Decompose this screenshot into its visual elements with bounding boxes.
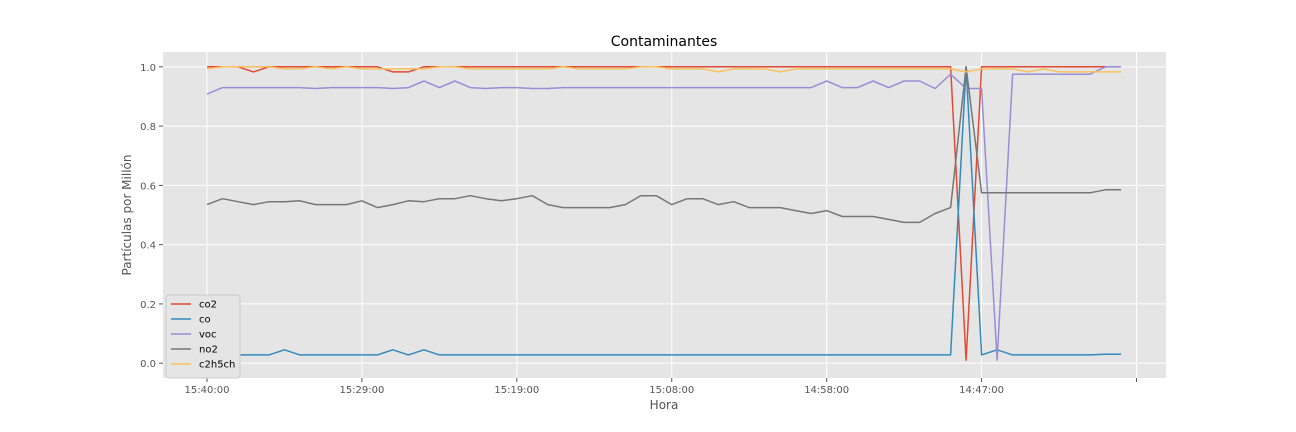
x-tick-label: 15:08:00 [649, 385, 694, 396]
y-axis-ticks: 0.0 0.2 0.4 0.6 0.8 1.0 [140, 63, 163, 370]
y-tick-label: 0.4 [140, 241, 156, 252]
x-tick-label: 14:58:00 [804, 385, 849, 396]
legend-label-no2: no2 [199, 345, 218, 356]
y-tick-label: 0.8 [140, 122, 156, 133]
x-axis-label: Hora [650, 398, 679, 412]
y-axis-label: Partículas por Millón [120, 155, 134, 276]
legend-label-co2: co2 [199, 300, 217, 311]
legend: co2 co voc no2 c2h5ch [165, 294, 241, 379]
x-tick-label: 15:40:00 [185, 385, 230, 396]
x-axis-ticks: 15:40:00 15:29:00 15:19:00 15:08:00 14:58:00… [185, 378, 1137, 396]
legend-box [165, 294, 241, 379]
series-lines [206, 66, 1121, 361]
x-tick-label: 14:47:00 [959, 385, 1004, 396]
legend-label-c2h5ch: c2h5ch [199, 360, 235, 371]
series-line-no2 [206, 66, 1121, 224]
chart-title: Contaminantes [611, 34, 718, 50]
y-tick-label: 1.0 [140, 63, 156, 74]
legend-label-co: co [199, 315, 211, 326]
y-tick-label: 0.2 [140, 300, 156, 311]
y-tick-label: 0.0 [140, 359, 156, 370]
plot-area [163, 52, 1166, 378]
y-tick-label: 0.6 [140, 181, 156, 192]
series-line-co2 [207, 66, 1121, 361]
x-tick-label: 15:29:00 [339, 385, 384, 396]
legend-label-voc: voc [199, 330, 217, 341]
x-tick-label: 15:19:00 [494, 385, 539, 396]
series-line-co [207, 66, 1121, 356]
series-line-c2h5ch [206, 66, 1121, 73]
